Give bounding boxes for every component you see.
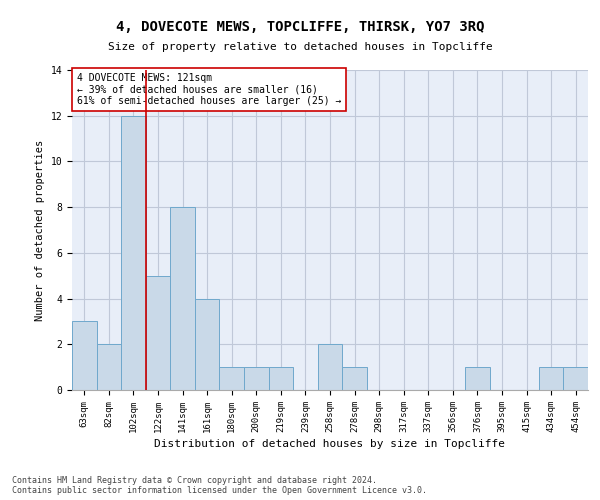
Text: Size of property relative to detached houses in Topcliffe: Size of property relative to detached ho… bbox=[107, 42, 493, 52]
Bar bbox=[539, 367, 563, 390]
Bar bbox=[465, 367, 490, 390]
Text: Contains HM Land Registry data © Crown copyright and database right 2024.
Contai: Contains HM Land Registry data © Crown c… bbox=[12, 476, 427, 495]
Text: 4 DOVECOTE MEWS: 121sqm
← 39% of detached houses are smaller (16)
61% of semi-de: 4 DOVECOTE MEWS: 121sqm ← 39% of detache… bbox=[77, 73, 341, 106]
Bar bbox=[342, 367, 367, 390]
Bar bbox=[121, 116, 146, 390]
Bar bbox=[170, 207, 195, 390]
Bar bbox=[244, 367, 269, 390]
Bar bbox=[97, 344, 121, 390]
Bar bbox=[563, 367, 588, 390]
Y-axis label: Number of detached properties: Number of detached properties bbox=[35, 140, 45, 320]
X-axis label: Distribution of detached houses by size in Topcliffe: Distribution of detached houses by size … bbox=[155, 439, 505, 449]
Bar bbox=[269, 367, 293, 390]
Bar bbox=[195, 298, 220, 390]
Bar bbox=[318, 344, 342, 390]
Bar bbox=[72, 322, 97, 390]
Bar bbox=[146, 276, 170, 390]
Text: 4, DOVECOTE MEWS, TOPCLIFFE, THIRSK, YO7 3RQ: 4, DOVECOTE MEWS, TOPCLIFFE, THIRSK, YO7… bbox=[116, 20, 484, 34]
Bar bbox=[220, 367, 244, 390]
